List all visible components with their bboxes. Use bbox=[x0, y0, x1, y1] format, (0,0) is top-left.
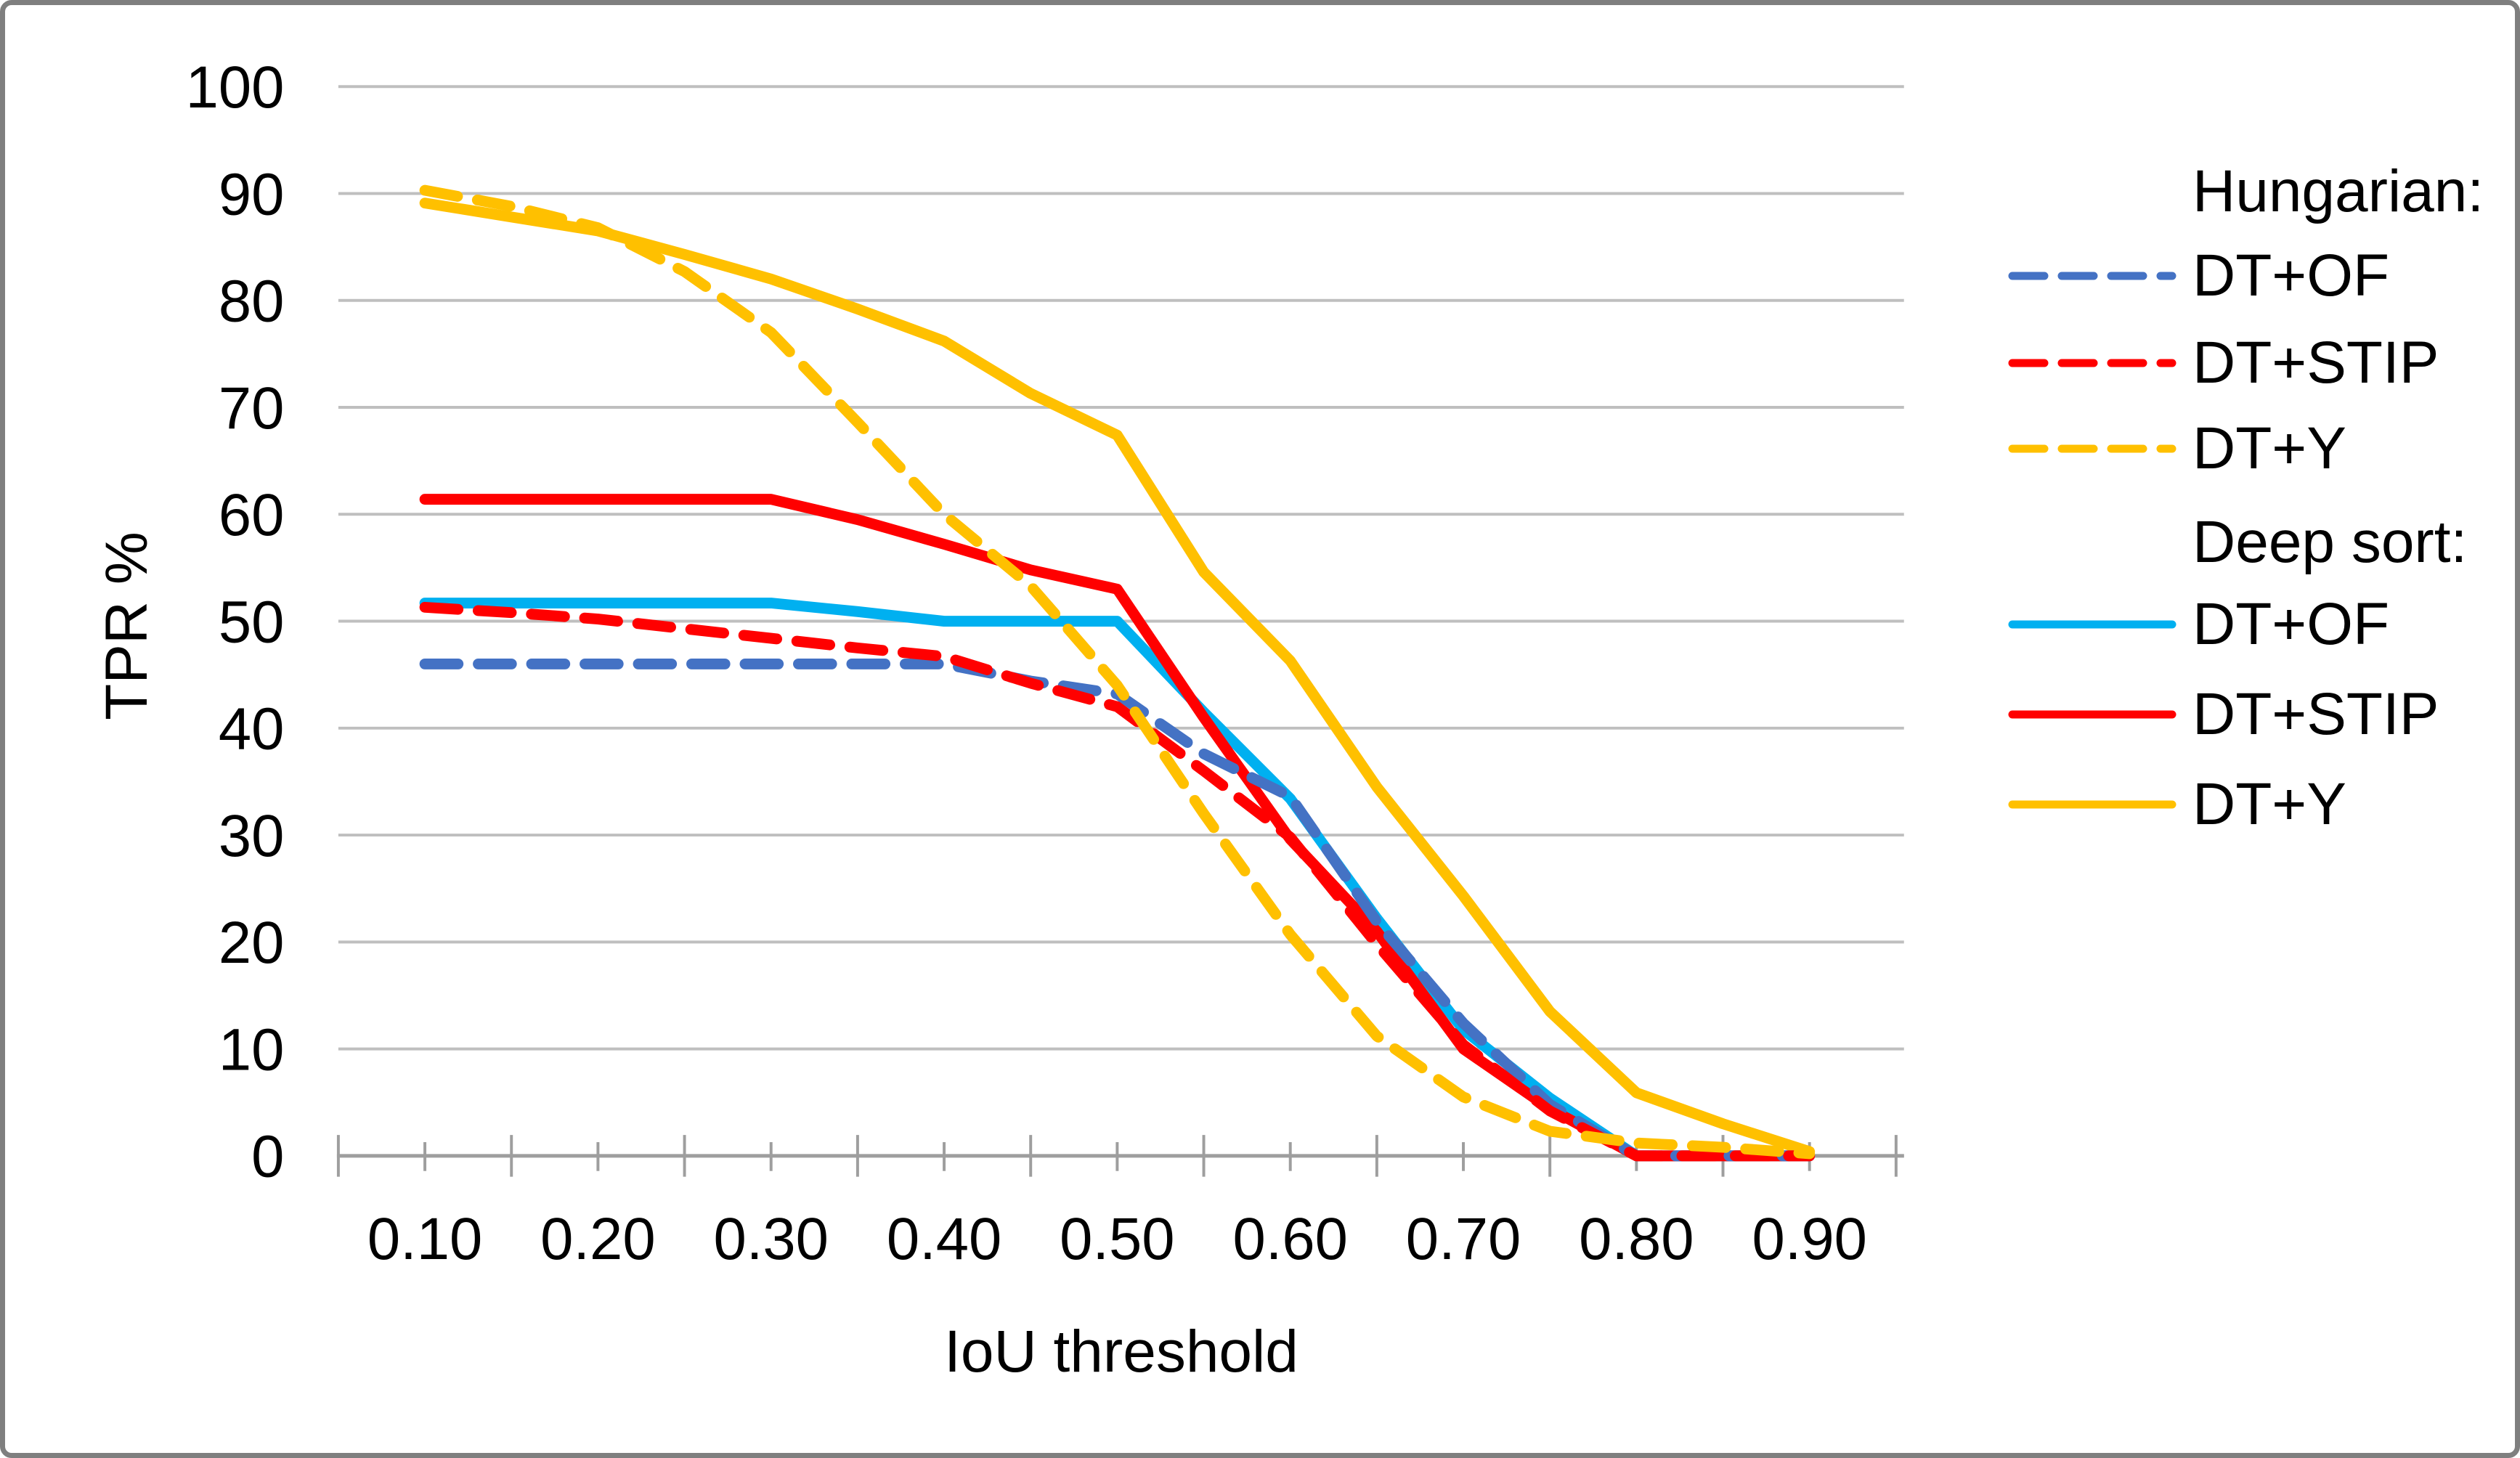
legend-item-deepsort-dt-y: DT+Y bbox=[2007, 770, 2346, 839]
legend-item-label: DT+Y bbox=[2192, 415, 2346, 481]
y-axis-tick-label: 90 bbox=[219, 161, 285, 227]
legend-item-deepsort-dt-of: DT+OF bbox=[2007, 590, 2389, 659]
y-axis-title: TPR % bbox=[94, 532, 160, 720]
series-line-deepsort-dt-y bbox=[419, 197, 1816, 1157]
x-axis-tick-label: 0.30 bbox=[714, 1206, 829, 1272]
x-axis-tick-label: 0.20 bbox=[540, 1206, 655, 1272]
x-axis-tick-label: 0.10 bbox=[367, 1206, 482, 1272]
y-axis-tick-label: 20 bbox=[219, 910, 285, 976]
y-axis-tick-label: 50 bbox=[219, 589, 285, 655]
legend-item-hungarian-dt-y: DT+Y bbox=[2007, 414, 2346, 484]
series-line-hungarian-dt-y bbox=[419, 184, 1816, 1160]
legend-swatch-2 bbox=[2008, 444, 2176, 453]
x-axis-tick-label: 0.70 bbox=[1406, 1206, 1521, 1272]
y-axis-tick-label: 70 bbox=[219, 375, 285, 441]
series-line-hungarian-dt-stip bbox=[419, 601, 1816, 1162]
x-axis-tick-label: 0.90 bbox=[1752, 1206, 1866, 1272]
legend-item-deepsort-dt-stip: DT+STIP bbox=[2007, 680, 2439, 749]
legend-swatch-0 bbox=[2008, 272, 2176, 280]
legend-swatch-3 bbox=[2008, 620, 2176, 629]
x-axis-tick-label: 0.80 bbox=[1579, 1206, 1694, 1272]
y-axis-tick-label: 100 bbox=[186, 54, 285, 121]
y-axis-tick-label: 30 bbox=[219, 803, 285, 869]
y-axis-tick-label: 60 bbox=[219, 482, 285, 548]
legend-heading-label: Deep sort: bbox=[2192, 509, 2468, 575]
legend-item-label: DT+STIP bbox=[2192, 681, 2439, 747]
y-axis-tick-label: 0 bbox=[251, 1124, 284, 1190]
series-line-hungarian-dt-of bbox=[419, 658, 1816, 1162]
x-axis-tick-label: 0.40 bbox=[887, 1206, 1001, 1272]
legend-item-label: DT+OF bbox=[2192, 591, 2390, 657]
legend-group-heading-hungarian: Hungarian: bbox=[2007, 157, 2484, 227]
legend-item-hungarian-dt-stip: DT+STIP bbox=[2007, 328, 2439, 398]
legend-item-label: DT+OF bbox=[2192, 243, 2390, 309]
legend: Hungarian: DT+OF DT+STIP DT+Y Deep sort: bbox=[2007, 5, 2515, 1453]
y-axis-tick-label: 80 bbox=[219, 269, 285, 335]
legend-item-label: DT+STIP bbox=[2192, 330, 2439, 396]
y-axis-tick-label: 40 bbox=[219, 696, 285, 762]
legend-item-hungarian-dt-of: DT+OF bbox=[2007, 241, 2389, 311]
legend-group-heading-deepsort: Deep sort: bbox=[2007, 508, 2467, 577]
legend-swatch-1 bbox=[2008, 359, 2176, 367]
chart-svg: 0 10 20 30 40 50 60 70 80 90 100 0.10 0.20 0.30 0.40 0.… bbox=[186, 54, 1904, 1272]
y-axis-tick-label: 10 bbox=[219, 1017, 285, 1083]
legend-item-label: DT+Y bbox=[2192, 771, 2346, 837]
legend-heading-label: Hungarian: bbox=[2192, 158, 2484, 224]
x-axis-tick-label: 0.50 bbox=[1060, 1206, 1174, 1272]
x-axis-title: IoU threshold bbox=[944, 1319, 1298, 1385]
legend-swatch-4 bbox=[2008, 710, 2176, 719]
x-axis-tick-label: 0.60 bbox=[1232, 1206, 1347, 1272]
legend-swatch-5 bbox=[2008, 800, 2176, 809]
